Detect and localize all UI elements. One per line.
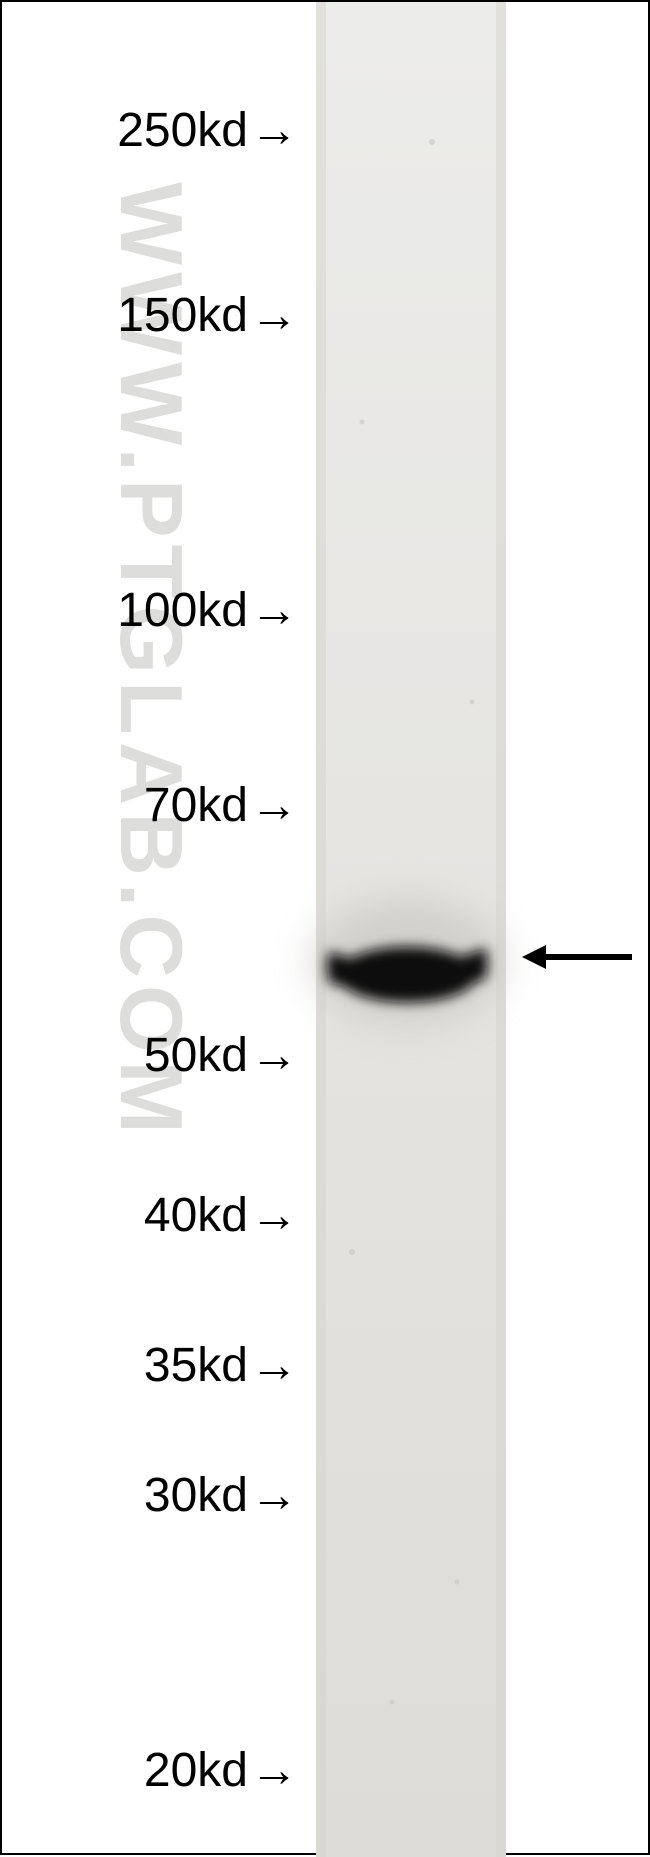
marker-30kd: 30kd→ [144,1468,298,1523]
marker-text: 150kd [117,289,248,342]
marker-arrow-icon: → [250,1188,298,1243]
marker-35kd: 35kd→ [144,1338,298,1393]
lane-strip [2,2,650,1857]
blot-container: WWW.PTGLAB.COM [0,0,650,1855]
marker-arrow-icon: → [250,778,298,833]
marker-text: 70kd [144,779,248,832]
marker-100kd: 100kd→ [117,583,298,638]
marker-40kd: 40kd→ [144,1188,298,1243]
marker-arrow-icon: → [250,288,298,343]
marker-text: 100kd [117,584,248,637]
marker-text: 50kd [144,1029,248,1082]
marker-text: 250kd [117,104,248,157]
marker-arrow-icon: → [250,1028,298,1083]
marker-20kd: 20kd→ [144,1743,298,1798]
marker-arrow-icon: → [250,583,298,638]
marker-text: 20kd [144,1744,248,1797]
marker-arrow-icon: → [250,1338,298,1393]
marker-text: 35kd [144,1339,248,1392]
marker-50kd: 50kd→ [144,1028,298,1083]
marker-text: 40kd [144,1189,248,1242]
marker-arrow-icon: → [250,1468,298,1523]
marker-250kd: 250kd→ [117,103,298,158]
marker-70kd: 70kd→ [144,778,298,833]
marker-arrow-icon: → [250,1743,298,1798]
marker-150kd: 150kd→ [117,288,298,343]
marker-arrow-icon: → [250,103,298,158]
marker-text: 30kd [144,1469,248,1522]
